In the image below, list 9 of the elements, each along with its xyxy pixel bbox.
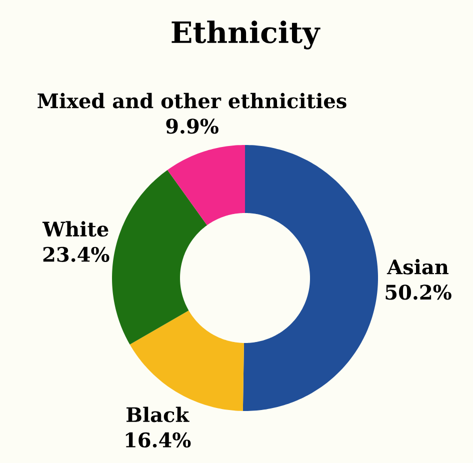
slice-label: White <box>42 221 108 237</box>
slice-label: Black <box>126 406 190 422</box>
slice-label: Mixed and other ethnicities <box>38 92 346 108</box>
data-label: 9.9% <box>166 118 218 134</box>
chart-title: Ethnicity <box>172 20 320 50</box>
slice-label: Asian <box>386 258 448 274</box>
data-label: 50.2% <box>386 284 452 300</box>
data-label: 23.4% <box>43 246 110 262</box>
data-label: 16.4% <box>126 432 191 448</box>
